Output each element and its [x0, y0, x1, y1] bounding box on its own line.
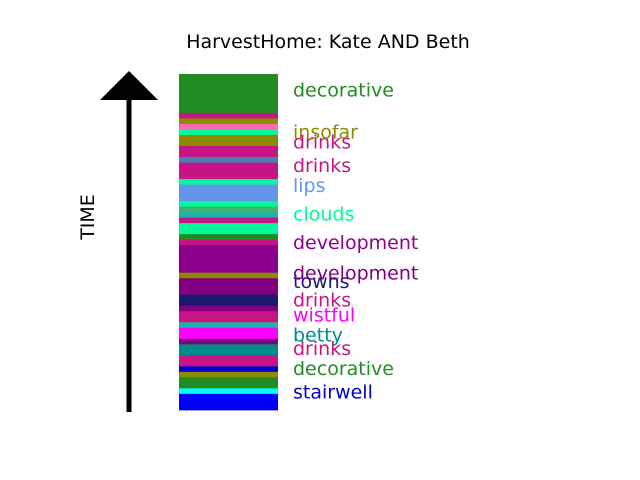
- strip-segment: [179, 200, 278, 207]
- strip-segment: [179, 140, 278, 147]
- strip-segment: [179, 283, 278, 290]
- strip-label: decorative: [293, 79, 394, 101]
- strip-segment: [179, 74, 278, 80]
- strip-segment: [179, 305, 278, 312]
- strip-segment: [179, 195, 278, 202]
- strip-segment: [179, 294, 278, 301]
- strip-segment: [179, 178, 278, 185]
- strip-segment: [179, 167, 278, 174]
- strip-segment: [179, 211, 278, 218]
- strip-segment: [179, 382, 278, 389]
- strip-segment: [179, 90, 278, 97]
- strip-segment: [179, 288, 278, 295]
- strip-segment: [179, 250, 278, 257]
- strip-segment: [179, 112, 278, 119]
- time-arrow-head: [100, 71, 158, 100]
- strip-segment: [179, 349, 278, 356]
- strip-segment: [179, 261, 278, 268]
- strip-segment: [179, 145, 278, 152]
- strip-segment: [179, 228, 278, 235]
- strip-label: stairwell: [293, 382, 373, 404]
- strip-segment: [179, 299, 278, 306]
- strip-segment: [179, 272, 278, 279]
- strip-segment: [179, 266, 278, 273]
- strip-segment: [179, 217, 278, 224]
- strip-segment: [179, 85, 278, 91]
- strip-segment: [179, 162, 278, 169]
- strip-segment: [179, 129, 278, 135]
- strip-label: lips: [293, 175, 326, 197]
- strip-segment: [179, 184, 278, 191]
- strip-label: clouds: [293, 204, 354, 226]
- strip-label: drinks: [293, 155, 351, 177]
- strip-segment: [179, 123, 278, 130]
- strip-segment: [179, 101, 278, 108]
- strip-label: towns: [293, 271, 350, 293]
- strip-segment: [179, 134, 278, 141]
- strip-label: drinks: [293, 338, 351, 360]
- strip-segment: [179, 118, 278, 124]
- strip-segment: [179, 107, 278, 113]
- strip-segment: [179, 338, 278, 345]
- strip-label: insofar: [293, 121, 358, 143]
- chart-title: HarvestHome: Kate AND Beth: [186, 31, 470, 53]
- strip-label: decorative: [293, 358, 394, 380]
- strip-segment: [179, 354, 278, 361]
- strip-segment: [179, 79, 278, 86]
- time-arrow: [100, 71, 158, 412]
- strip-segment: [179, 393, 278, 400]
- strip-segment: [179, 343, 278, 350]
- strip-segment: [179, 255, 278, 262]
- strip-label: development: [293, 232, 418, 254]
- strip-segment: [179, 173, 278, 180]
- strip-segment: [179, 151, 278, 158]
- strip-segment: [179, 332, 278, 339]
- strip-label: drinks: [293, 289, 351, 311]
- strip-segment: [179, 277, 278, 284]
- strip-label: wistful: [293, 304, 355, 326]
- strip-segment: [179, 321, 278, 328]
- strip-segment: [179, 371, 278, 378]
- strip-segment: [179, 387, 278, 394]
- strip-segment: [179, 244, 278, 251]
- strip-segment: [179, 310, 278, 317]
- strip-labels: stairwelldecorativedrinksbettywistfuldri…: [293, 79, 418, 403]
- strip-segment: [179, 206, 278, 213]
- strip-segment: [179, 96, 278, 102]
- strip-label: development: [293, 262, 418, 284]
- strip-segment: [179, 398, 278, 405]
- strip-segment: [179, 239, 278, 246]
- strip-label: betty: [293, 325, 343, 347]
- strip-segment: [179, 233, 278, 240]
- strip-segment: [179, 365, 278, 372]
- strip-segment: [179, 360, 278, 367]
- strip-segment: [179, 376, 278, 383]
- strip-segment: [179, 222, 278, 229]
- strip-segment: [179, 189, 278, 196]
- strip-segment: [179, 404, 278, 411]
- strip-segment: [179, 327, 278, 334]
- strip-label: drinks: [293, 131, 351, 153]
- color-strip: [179, 74, 278, 411]
- strip-segment: [179, 316, 278, 323]
- strip-segment: [179, 156, 278, 163]
